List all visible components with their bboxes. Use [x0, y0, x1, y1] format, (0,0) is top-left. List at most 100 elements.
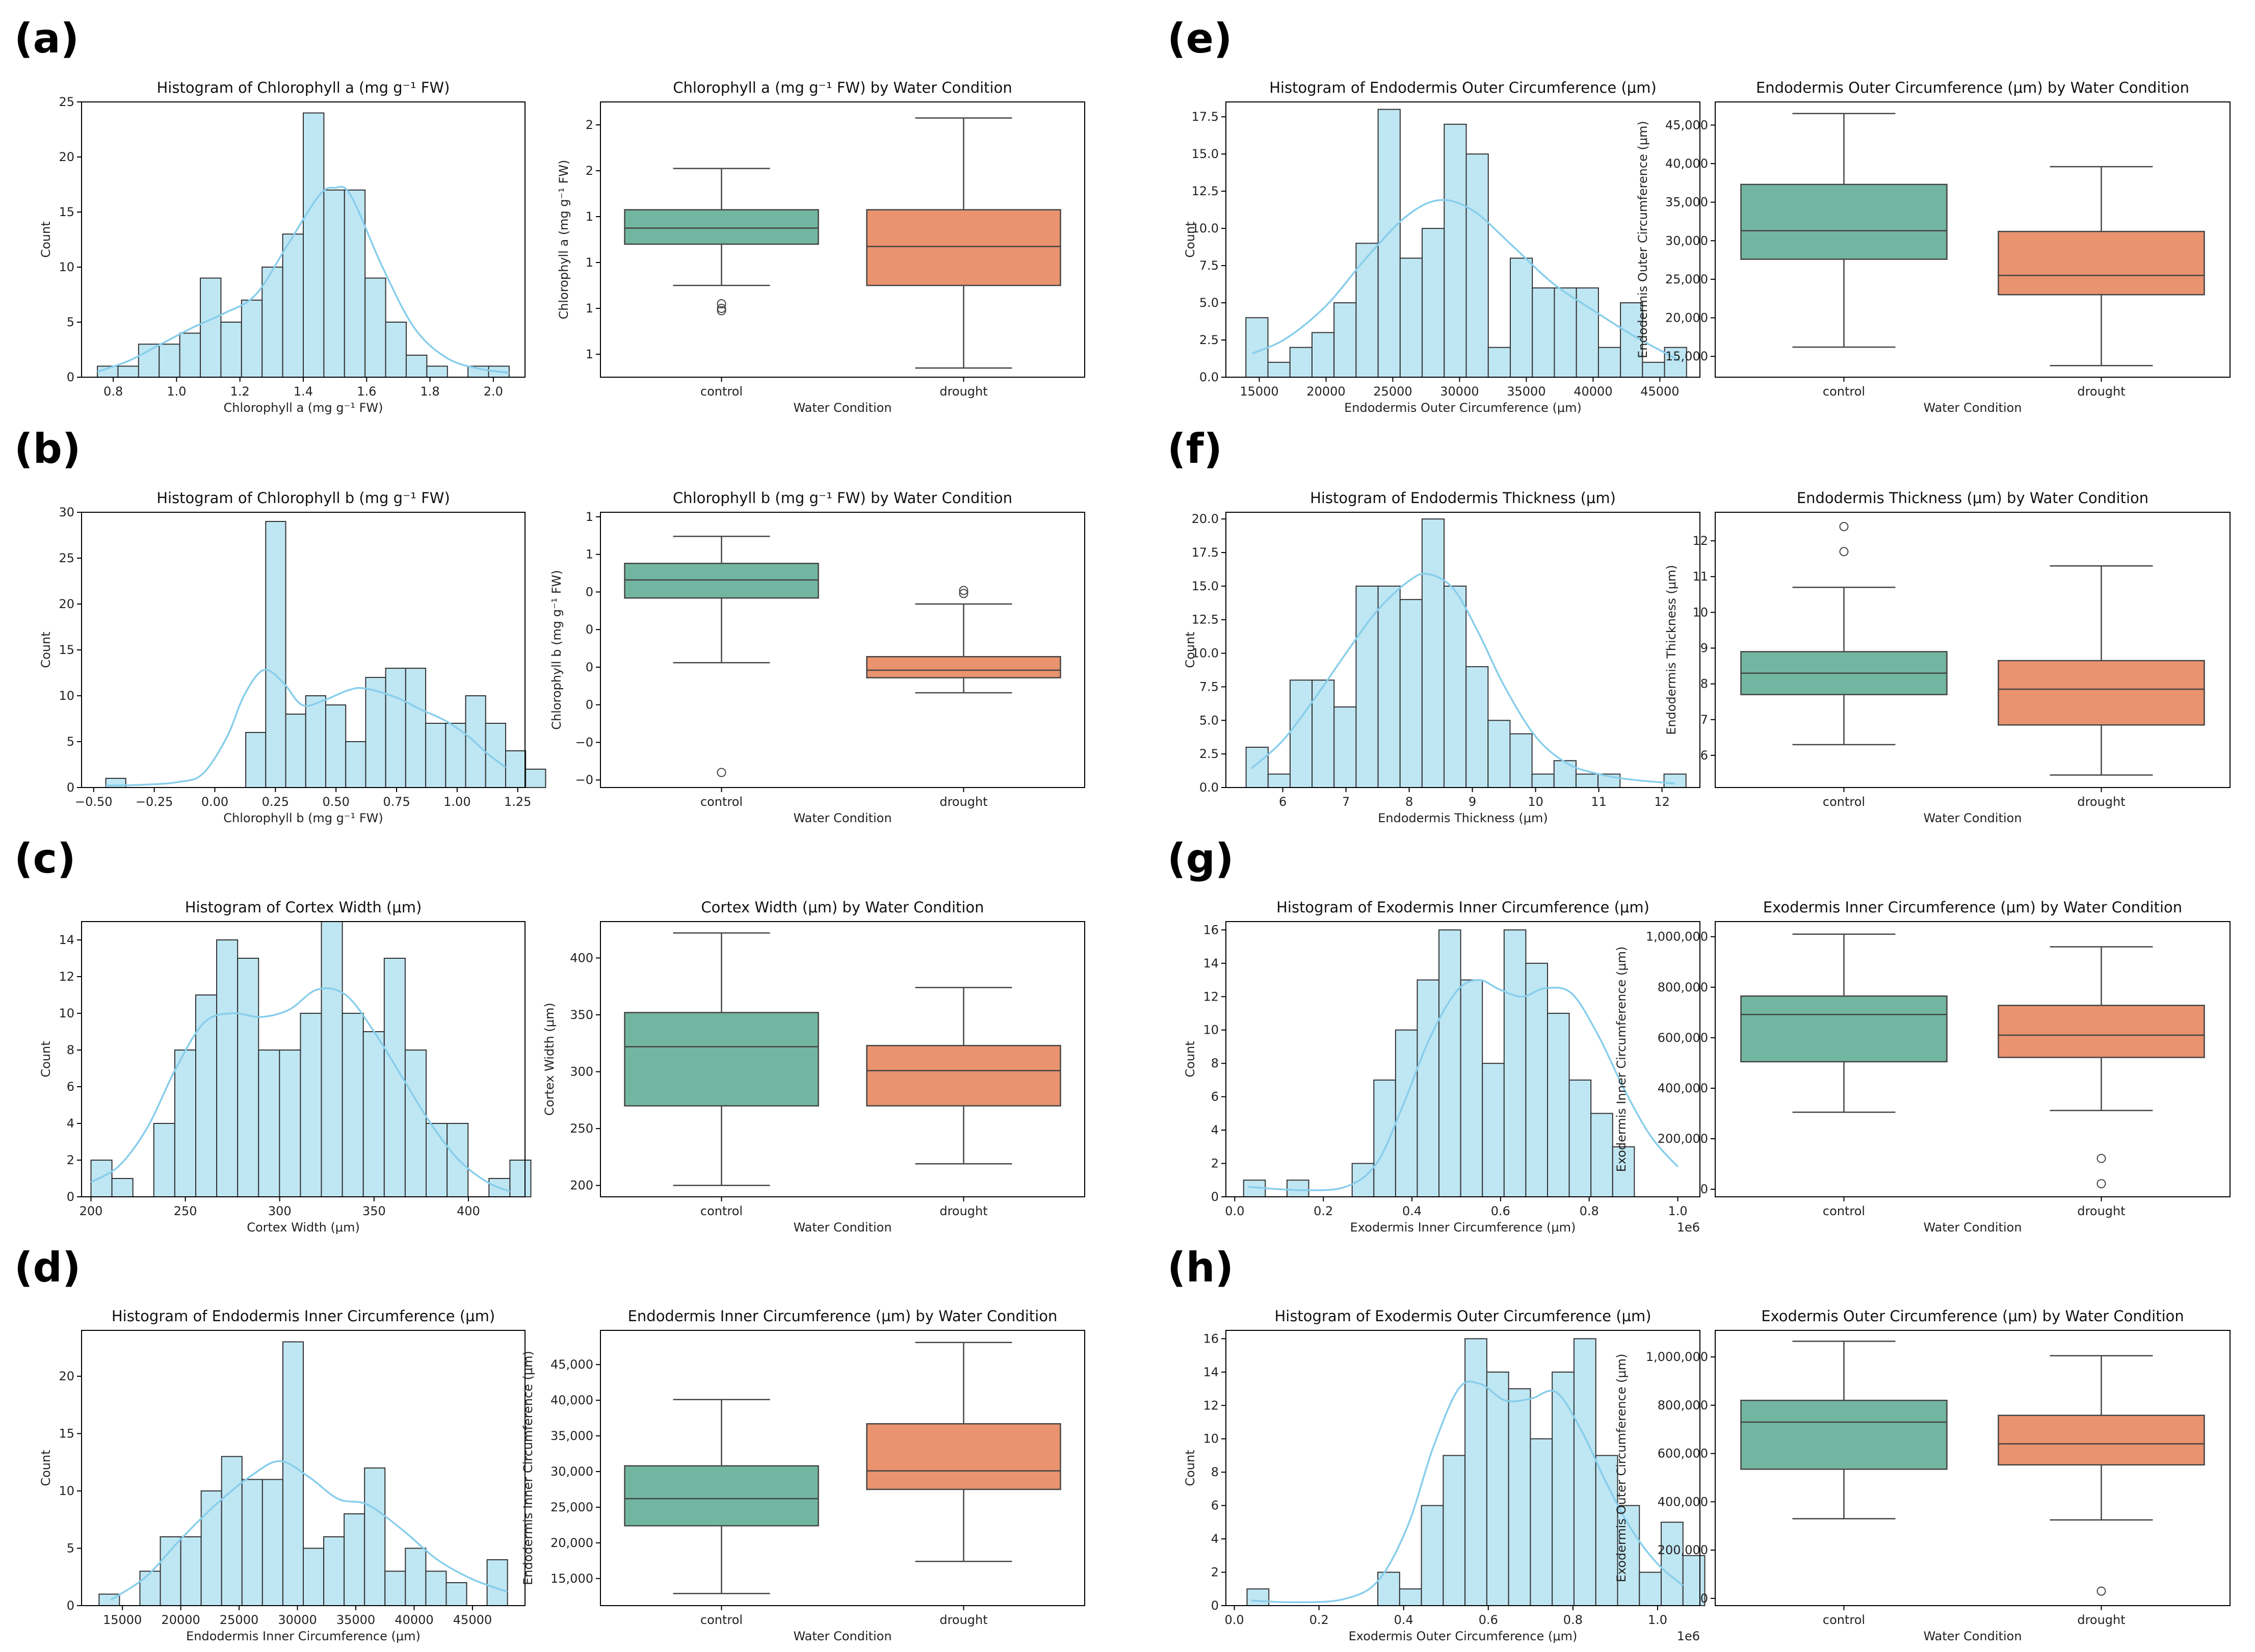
histogram-bar [1438, 929, 1461, 1197]
x-tick-label: 0.8 [1580, 1204, 1599, 1218]
histogram-bar [426, 365, 448, 378]
y-tick-label: 1 [586, 547, 593, 562]
x-axis-label: Exodermis Outer Circumference (μm) [1349, 1629, 1578, 1643]
y-tick-label: 0 [586, 585, 593, 599]
x-axis-label: Chlorophyll a (mg g⁻¹ FW) [224, 401, 383, 415]
histogram-bar [1554, 287, 1577, 378]
histogram-bar [200, 1490, 222, 1606]
x-tick-label: 1.0 [1668, 1204, 1687, 1218]
y-tick-label: 12 [1692, 534, 1708, 548]
histogram-chart: 0.8 1.0 1.2 1.4 1.6 1.8 2.0 0 5 10 15 20 25 Histogram… [39, 79, 526, 415]
histogram-bar [364, 277, 386, 378]
y-axis-label: Count [1183, 221, 1197, 257]
y-tick-label: 1 [586, 347, 593, 361]
histogram-bar [1639, 1571, 1662, 1606]
y-tick-label: 1 [586, 209, 593, 224]
y-tick-label: 0 [67, 1598, 74, 1613]
y-tick-label: 400 [570, 951, 593, 965]
histogram-bar [1663, 773, 1687, 789]
x-axis-offset-label: 1e6 [1677, 1629, 1700, 1643]
x-tick-label: 0.2 [1314, 1204, 1333, 1218]
axes-frame [1715, 512, 2231, 788]
box-control [1740, 995, 1948, 1063]
x-axis-label: Water Condition [1923, 811, 2022, 825]
y-axis-label: Chlorophyll b (mg g⁻¹ FW) [549, 570, 564, 729]
x-tick-label: drought [2077, 795, 2125, 809]
x-axis-label: Endodermis Outer Circumference (μm) [1344, 401, 1582, 415]
histogram-bar [425, 1570, 447, 1606]
panel-label: (e) [1167, 15, 1232, 62]
histogram-bar [200, 277, 222, 378]
x-axis-label: Water Condition [1923, 1629, 2022, 1643]
histogram-bar [1311, 332, 1335, 378]
y-tick-label: 20,000 [550, 1536, 593, 1550]
histogram-bar [138, 344, 160, 378]
x-tick-label: 300 [268, 1204, 292, 1218]
boxplot-chart: control drought 0 200,000 400,000 600,000 800,… [1614, 1307, 2231, 1643]
histogram-bar [447, 1123, 469, 1197]
histogram-bar [153, 1123, 175, 1197]
y-tick-label: 8 [67, 1043, 74, 1057]
y-tick-label: 200,000 [1658, 1132, 1708, 1146]
y-axis-label: Exodermis Outer Circumference (μm) [1614, 1354, 1629, 1583]
histogram-bar [325, 704, 347, 788]
histogram-bar [385, 322, 407, 378]
histogram-bar [342, 1013, 364, 1197]
histogram-bar [1351, 1163, 1375, 1197]
outlier-point [959, 586, 968, 595]
x-axis-offset-label: 1e6 [1677, 1220, 1700, 1235]
y-tick-label: 0 [1700, 1591, 1708, 1606]
histogram-bar [279, 1050, 301, 1197]
x-tick-label: 1.25 [504, 795, 531, 809]
y-tick-label: 0 [1211, 1598, 1219, 1613]
x-axis-label: Cortex Width (μm) [247, 1220, 360, 1235]
y-tick-label: 200 [570, 1178, 593, 1193]
x-tick-label: 20000 [161, 1613, 200, 1627]
histogram-bar [1286, 1179, 1309, 1197]
x-axis-label: Water Condition [793, 811, 891, 825]
y-tick-label: 12 [1203, 989, 1219, 1004]
outlier-point [2096, 1586, 2106, 1596]
x-tick-label: 0.2 [1309, 1613, 1329, 1627]
histogram-chart: 15000 20000 25000 30000 35000 40000 45000 0.0 2.… [1183, 79, 1700, 415]
histogram-bar [303, 112, 325, 378]
y-tick-label: 10 [1692, 605, 1708, 619]
histogram-bar [1568, 1079, 1592, 1198]
y-tick-label: 4 [1211, 1532, 1219, 1546]
x-tick-label: 1.2 [230, 384, 250, 399]
y-tick-label: 8 [1211, 1056, 1219, 1070]
histogram-bar [1421, 1505, 1444, 1607]
boxplot-chart: control drought 15,000 20,000 25,000 30,000 35… [521, 1307, 1085, 1643]
y-tick-label: 800,000 [1658, 1398, 1708, 1412]
outlier-point [717, 306, 726, 316]
y-tick-label: 17.5 [1192, 545, 1219, 560]
y-tick-label: 6 [1211, 1499, 1219, 1513]
y-tick-label: 250 [570, 1121, 593, 1136]
panel-label: (d) [14, 1244, 81, 1291]
histogram-bar [245, 732, 267, 788]
x-tick-label: 12 [1654, 795, 1670, 809]
y-tick-label: 600,000 [1658, 1447, 1708, 1461]
axes-frame [1715, 1330, 2231, 1606]
y-tick-label: 2.5 [1199, 333, 1219, 347]
x-tick-label: control [700, 1204, 743, 1218]
y-tick-label: 0 [67, 370, 74, 384]
box-control [624, 1465, 819, 1527]
x-axis-label: Water Condition [793, 1220, 891, 1235]
x-tick-label: 250 [174, 1204, 197, 1218]
histogram-bar [282, 233, 304, 378]
y-tick-label: 800,000 [1658, 980, 1708, 994]
y-tick-label: 10 [1203, 1432, 1219, 1446]
y-tick-label: 15,000 [550, 1571, 593, 1586]
histogram-bar [241, 1479, 263, 1606]
box-drought [866, 1044, 1061, 1107]
y-tick-label: 30,000 [550, 1464, 593, 1479]
x-axis-label: Water Condition [1923, 1220, 2022, 1235]
y-tick-label: 2 [586, 118, 593, 132]
y-tick-label: 2 [1211, 1565, 1219, 1580]
y-tick-label: 0 [1700, 1182, 1708, 1196]
kde-line [90, 987, 511, 1192]
histogram-bar [237, 958, 259, 1197]
outlier-point [717, 304, 726, 313]
y-tick-label: 14 [59, 933, 74, 947]
